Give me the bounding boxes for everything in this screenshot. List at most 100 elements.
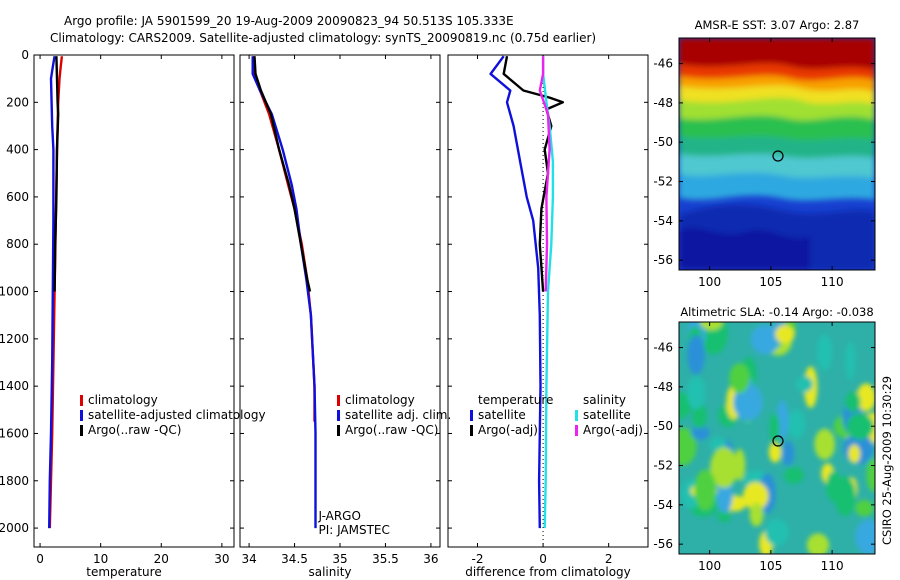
sst-argo-location-marker <box>772 150 784 162</box>
map-y-tick-label: -50 <box>653 419 673 433</box>
legend-entry: Argo(..raw -QC) <box>345 423 438 437</box>
series-satellite-adj-clim- <box>251 56 317 529</box>
sla-field-patch <box>765 518 789 546</box>
legend-swatch <box>80 425 83 436</box>
sla-map-title: Altimetric SLA: -0.14 Argo: -0.038 <box>680 305 873 319</box>
legend-swatch <box>337 395 340 406</box>
legend-swatch <box>337 425 340 436</box>
sla-field-patch <box>856 383 875 412</box>
sla-field-patch <box>733 384 763 421</box>
sla-field-patch <box>699 322 728 355</box>
legend-swatch <box>575 410 578 421</box>
map-y-tick-label: -54 <box>653 498 673 512</box>
sla-field-patch <box>784 467 804 484</box>
map-y-tick-label: -56 <box>653 253 673 267</box>
sla-field-patch <box>734 449 746 481</box>
legend-entry: Argo(-adj) <box>583 423 643 437</box>
map-y-tick-label: -52 <box>653 175 673 189</box>
map-y-tick-label: -56 <box>653 537 673 551</box>
sla-field-patch <box>749 502 764 527</box>
sla-field-patch <box>845 391 861 413</box>
map-x-tick-label: 100 <box>698 559 721 573</box>
title-line1: Argo profile: JA 5901599_20 19-Aug-2009 … <box>64 14 514 28</box>
sla-field-patch <box>729 363 750 394</box>
sst-map: AMSR-E SST: 3.07 Argo: 2.87 -46 -48 -50 -52… <box>653 18 876 289</box>
series-salinity-satellite <box>541 56 555 529</box>
legend-entry: climatology <box>88 393 158 407</box>
sla-field-patch <box>687 376 706 410</box>
sla-field-patch <box>679 427 697 466</box>
sla-field-patch <box>742 482 769 511</box>
y-tick-label: 400 <box>6 143 29 157</box>
sla-field-patch <box>692 403 707 429</box>
credit-text: CSIRO 25-Aug-2009 10:30:29 <box>880 376 894 545</box>
x-tick-label: 36 <box>423 552 438 566</box>
y-tick-label: 600 <box>6 190 29 204</box>
map-y-tick-label: -46 <box>653 57 673 71</box>
legend-entry: satellite <box>583 408 631 422</box>
legend-swatch <box>80 410 83 421</box>
legend-entry: climatology <box>345 393 415 407</box>
x-tick-label: 30 <box>214 552 229 566</box>
x-tick-label: 34.5 <box>281 552 308 566</box>
legend-swatch <box>337 410 340 421</box>
sla-field-patch <box>846 413 874 440</box>
sla-field-patch <box>769 412 780 445</box>
y-tick-label: 1000 <box>0 285 29 299</box>
map-y-tick-label: -50 <box>653 135 673 149</box>
salinity-axes-box <box>239 54 441 548</box>
sla-field-patch <box>787 409 806 439</box>
difference-xlabel: difference from climatology <box>465 565 631 579</box>
sla-field-patch <box>866 458 875 492</box>
sla-map: Altimetric SLA: -0.14 Argo: -0.038 -46 -4… <box>653 305 876 573</box>
legend-swatch <box>470 410 473 421</box>
map-y-tick-label: -48 <box>653 380 673 394</box>
salinity-xlabel: salinity <box>308 565 351 579</box>
sla-field-patch <box>855 500 874 517</box>
x-tick-label: 35.5 <box>372 552 399 566</box>
x-tick-label: -2 <box>472 552 484 566</box>
sla-field-patch <box>816 334 833 371</box>
map-x-tick-label: 105 <box>759 559 782 573</box>
salinity-panel: 34 34.5 35 35.5 36 salinity climatologysatelli… <box>239 54 451 579</box>
temperature-panel: 0 200 400 600 800 1000 1200 1400 1600 1800 2000 0 10… <box>0 48 266 579</box>
map-y-tick-label: -46 <box>653 341 673 355</box>
y-tick-label: 800 <box>6 237 29 251</box>
y-tick-label: 1800 <box>0 474 29 488</box>
legend-swatch <box>470 425 473 436</box>
map-x-tick-label: 105 <box>759 275 782 289</box>
map-x-tick-label: 110 <box>821 559 844 573</box>
y-tick-label: 200 <box>6 95 29 109</box>
series-temperature-satellite <box>489 55 542 529</box>
x-tick-label: 10 <box>93 552 108 566</box>
float-pi-label: PI: JAMSTEC <box>318 523 389 537</box>
sla-field-patch <box>834 476 856 516</box>
legend-entry: satellite-adjusted climatology <box>88 408 266 422</box>
sla-field-patch <box>700 322 723 331</box>
legend-entry: salinity <box>583 393 626 407</box>
series-argo-raw-qc- <box>253 56 312 292</box>
legend-entry: Argo(..raw -QC) <box>88 423 181 437</box>
temperature-axes-box <box>33 54 235 548</box>
map-x-tick-label: 110 <box>821 275 844 289</box>
sst-map-title: AMSR-E SST: 3.07 Argo: 2.87 <box>695 18 860 32</box>
temperature-xlabel: temperature <box>86 565 161 579</box>
series-satellite-adjusted-climatology <box>48 55 56 529</box>
sla-field-patch <box>848 444 861 464</box>
legend-swatch <box>80 395 83 406</box>
sla-field-patch <box>814 428 835 460</box>
series-argo-raw-qc- <box>53 56 60 292</box>
y-tick-label: 0 <box>21 48 29 62</box>
legend-entry: Argo(-adj) <box>478 423 538 437</box>
sla-field-patch <box>710 447 738 489</box>
map-y-tick-label: -52 <box>653 459 673 473</box>
y-tick-label: 1400 <box>0 379 29 393</box>
sla-field-patch <box>687 334 705 375</box>
sla-field-patch <box>691 425 710 440</box>
map-y-tick-label: -48 <box>653 96 673 110</box>
x-tick-label: 2 <box>605 552 613 566</box>
legend-entry: temperature <box>478 393 553 407</box>
series-climatology <box>252 56 316 422</box>
map-x-tick-label: 100 <box>698 275 721 289</box>
